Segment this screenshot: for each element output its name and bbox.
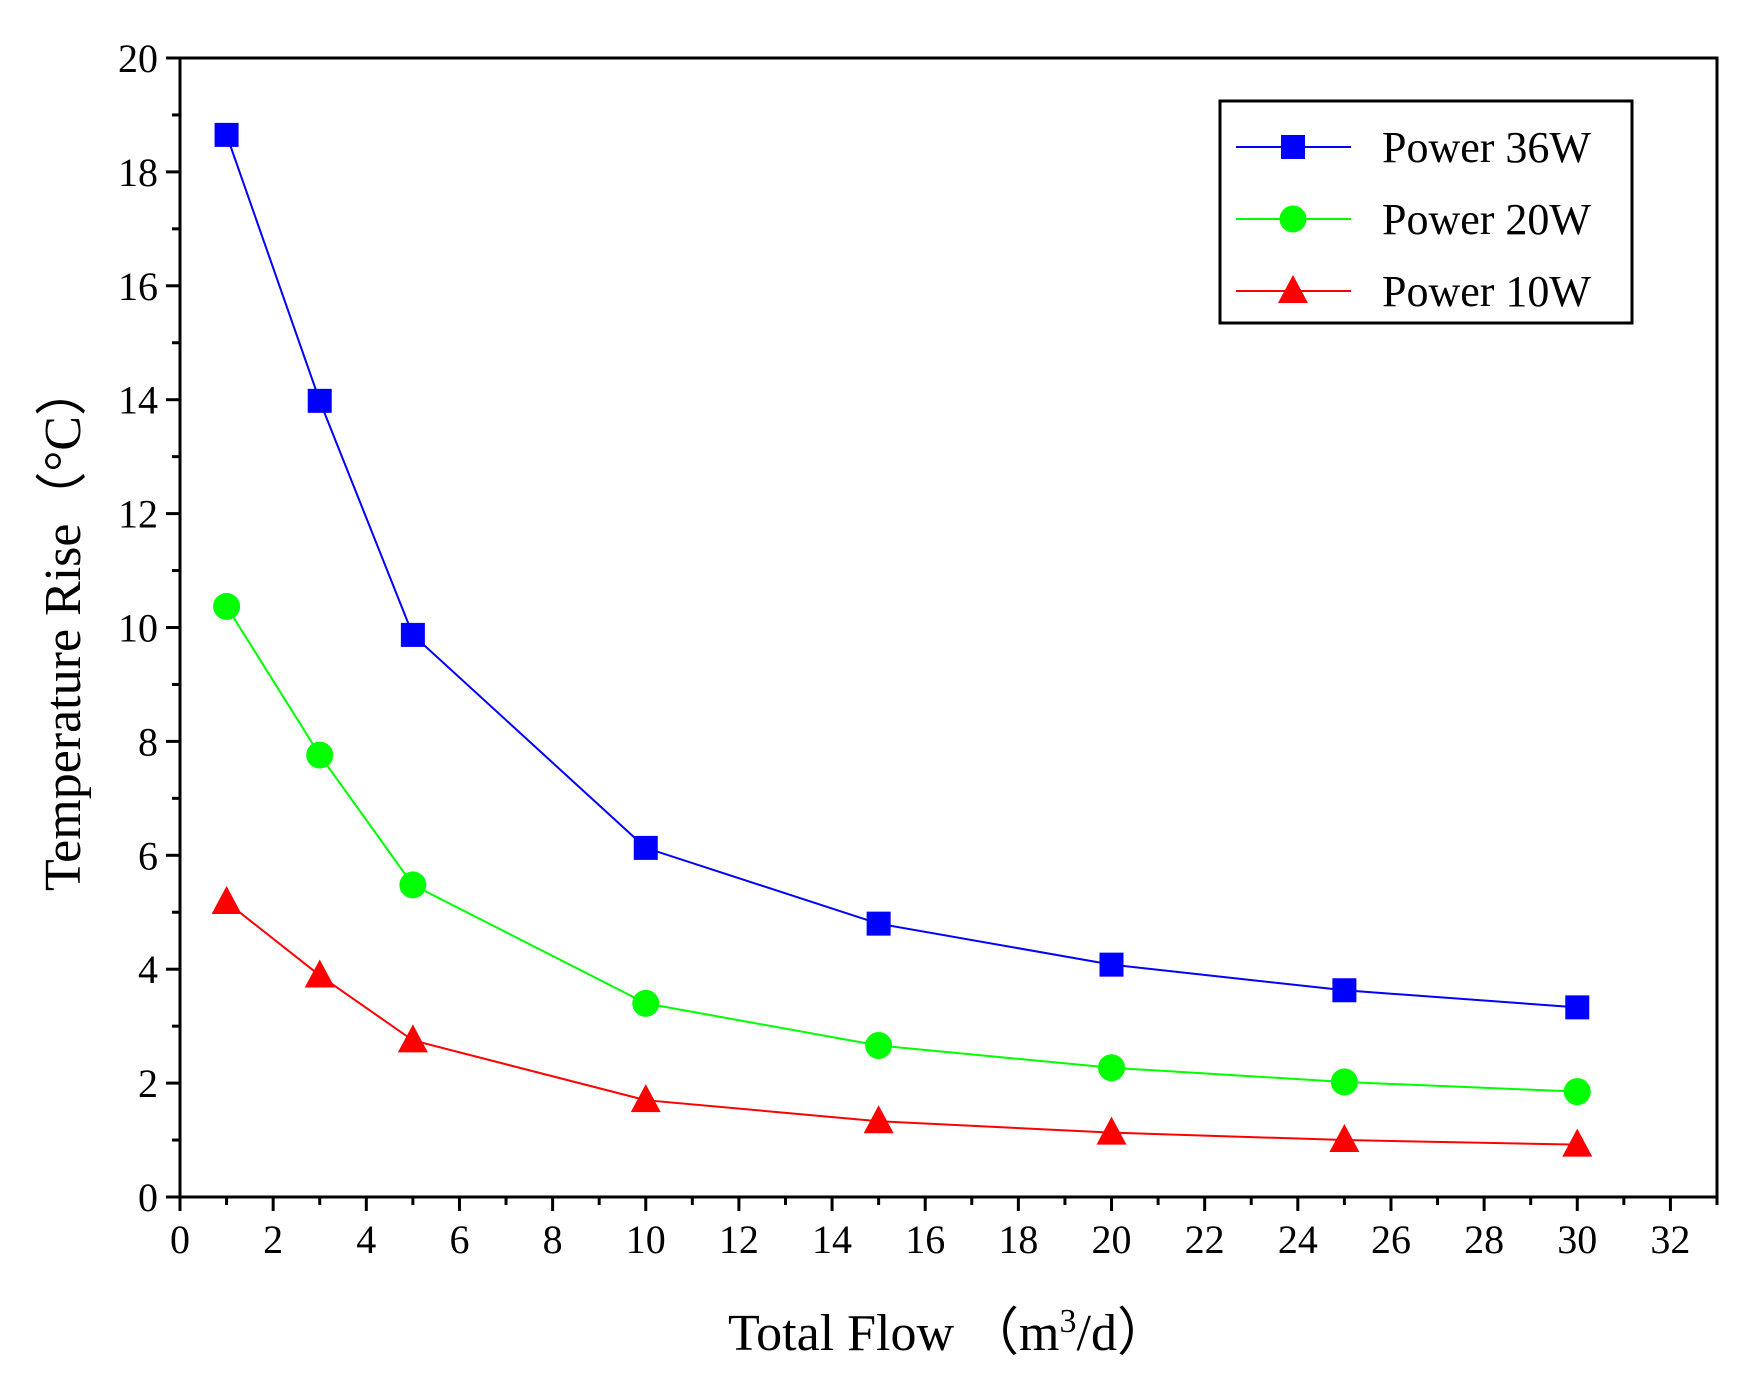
x-tick-label: 0 xyxy=(170,1217,190,1262)
legend-marker xyxy=(1281,135,1305,159)
x-tick-label: 2 xyxy=(263,1217,283,1262)
data-point xyxy=(1562,1128,1593,1157)
series-power-36w xyxy=(214,122,1590,1020)
series-power-10w xyxy=(211,885,1593,1157)
series-line xyxy=(225,605,1578,1093)
y-tick-label: 14 xyxy=(118,378,158,423)
x-axis-title-sup: 3 xyxy=(1060,1303,1077,1340)
data-point xyxy=(633,835,658,860)
data-point xyxy=(1565,995,1590,1020)
x-tick-label: 6 xyxy=(449,1217,469,1262)
series-line xyxy=(225,134,1578,1009)
x-tick-label: 14 xyxy=(812,1217,852,1262)
data-point xyxy=(630,1084,661,1113)
legend-marker xyxy=(1278,275,1308,303)
data-point xyxy=(863,1105,894,1134)
x-tick-label: 12 xyxy=(719,1217,759,1262)
x-axis-title: Total Flow （m3/d） xyxy=(728,1303,1169,1362)
data-point xyxy=(1098,1054,1126,1082)
x-tick-label: 18 xyxy=(998,1217,1038,1262)
x-tick-label: 26 xyxy=(1371,1217,1411,1262)
y-tick-label: 20 xyxy=(118,36,158,81)
x-tick-label: 22 xyxy=(1185,1217,1225,1262)
x-tick-label: 32 xyxy=(1650,1217,1690,1262)
y-tick-label: 12 xyxy=(118,492,158,537)
axes: 0 2 4 6 8 10 12 14 16 18 20 22 24 26 28 30 3202468101214… xyxy=(118,36,1719,1262)
data-point xyxy=(399,871,427,899)
series-line xyxy=(225,901,1578,1146)
data-point xyxy=(211,885,242,914)
data-point xyxy=(400,622,425,647)
x-tick-label: 4 xyxy=(356,1217,376,1262)
data-point xyxy=(1329,1124,1360,1153)
x-tick-label: 30 xyxy=(1557,1217,1597,1262)
legend: Power 36W Power 20W Power 10W xyxy=(1218,99,1634,325)
y-axis-title: Temperature Rise（°C） xyxy=(35,364,92,891)
y-tick-label: 18 xyxy=(118,150,158,195)
legend-label: Power 20W xyxy=(1382,195,1591,244)
x-tick-label: 10 xyxy=(626,1217,666,1262)
data-point xyxy=(1096,1116,1127,1145)
data-point xyxy=(1099,952,1124,977)
series-power-20w xyxy=(213,592,1591,1106)
x-axis-title-main: Total Flow （m xyxy=(728,1305,1059,1362)
legend-item: Power 20W xyxy=(1236,195,1591,244)
x-tick-label: 16 xyxy=(905,1217,945,1262)
x-tick-label: 24 xyxy=(1278,1217,1318,1262)
legend-marker xyxy=(1279,205,1307,233)
y-tick-label: 8 xyxy=(138,719,158,764)
y-tick-label: 4 xyxy=(138,947,158,992)
data-point xyxy=(632,989,660,1017)
x-axis-title-tail: /d） xyxy=(1077,1305,1169,1362)
y-tick-label: 0 xyxy=(138,1175,158,1220)
legend-label: Power 36W xyxy=(1382,123,1591,172)
legend-item: Power 10W xyxy=(1236,267,1591,316)
x-tick-label: 28 xyxy=(1464,1217,1504,1262)
data-point xyxy=(213,592,241,620)
y-tick-label: 2 xyxy=(138,1061,158,1106)
data-point xyxy=(306,741,334,769)
y-tick-label: 16 xyxy=(118,264,158,309)
x-tick-label: 20 xyxy=(1092,1217,1132,1262)
data-point xyxy=(1332,978,1357,1003)
legend-label: Power 10W xyxy=(1382,267,1591,316)
data-point xyxy=(865,1032,893,1060)
y-tick-label: 6 xyxy=(138,833,158,878)
data-point xyxy=(1563,1078,1591,1106)
data-point xyxy=(866,911,891,936)
data-point xyxy=(397,1024,428,1053)
data-point xyxy=(1330,1068,1358,1096)
legend-item: Power 36W xyxy=(1236,123,1591,172)
data-point xyxy=(214,122,239,147)
x-tick-label: 8 xyxy=(543,1217,563,1262)
y-tick-label: 10 xyxy=(118,606,158,651)
data-point xyxy=(304,959,335,988)
series-layer xyxy=(211,122,1593,1157)
data-point xyxy=(307,388,332,413)
